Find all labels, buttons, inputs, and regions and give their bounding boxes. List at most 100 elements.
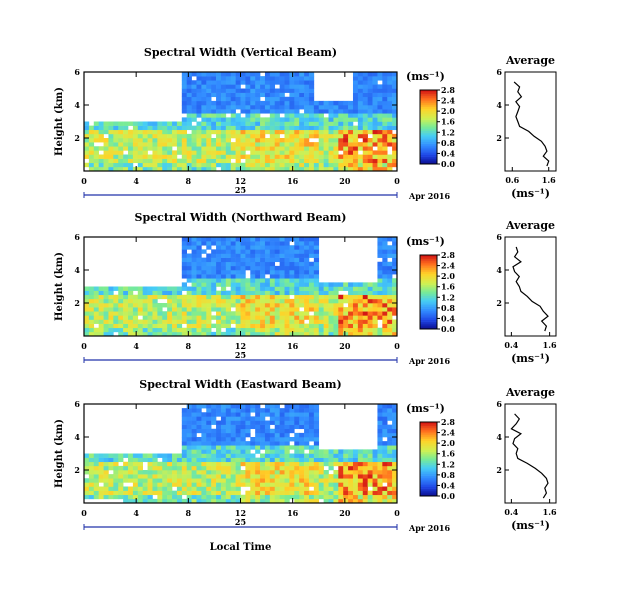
heatmap-cell xyxy=(186,162,192,168)
heatmap-cell xyxy=(128,457,134,463)
heatmap-cell xyxy=(279,294,285,300)
heatmap-cell xyxy=(123,294,129,300)
heatmap-cell xyxy=(230,129,236,135)
heatmap-cell xyxy=(255,245,261,250)
heatmap-cell xyxy=(157,498,163,504)
heatmap-cell xyxy=(250,162,256,168)
heatmap-cell xyxy=(367,150,373,155)
heatmap-cell xyxy=(181,121,187,126)
average-x-tick-label: 0.6 xyxy=(505,175,519,185)
heatmap-cell xyxy=(201,311,207,316)
heatmap-cell xyxy=(387,109,393,114)
heatmap-cell xyxy=(181,432,187,438)
heatmap-cell xyxy=(167,474,173,479)
heatmap-cell xyxy=(362,158,368,164)
heatmap-cell xyxy=(172,461,178,467)
heatmap-cell xyxy=(294,245,300,250)
heatmap-cell xyxy=(128,465,134,471)
heatmap-cell xyxy=(313,237,320,242)
heatmap-cell xyxy=(93,146,99,151)
heatmap-cell xyxy=(284,457,290,463)
heatmap-cell xyxy=(172,482,178,487)
heatmap-cell xyxy=(245,100,251,106)
heatmap-cell xyxy=(313,331,320,337)
heatmap-cell xyxy=(103,470,109,475)
heatmap-cell xyxy=(357,494,364,500)
heatmap-cell xyxy=(255,249,261,254)
heatmap-cell xyxy=(269,319,276,324)
heatmap-cell xyxy=(167,327,173,333)
heatmap-cell xyxy=(245,237,251,242)
heatmap-cell xyxy=(132,478,139,483)
heatmap-cell xyxy=(118,290,124,296)
colorbar-segment xyxy=(420,447,437,451)
heatmap-cell xyxy=(235,424,241,430)
heatmap-cell xyxy=(176,327,183,333)
heatmap-cell xyxy=(294,109,300,114)
heatmap-cell xyxy=(216,327,222,333)
heatmap-cell xyxy=(387,498,393,504)
heatmap-cell xyxy=(387,142,393,147)
heatmap-cell xyxy=(172,311,178,316)
heatmap-cell xyxy=(294,424,300,430)
heatmap-cell xyxy=(382,428,388,434)
heatmap-cell xyxy=(181,441,187,446)
heatmap-cell xyxy=(308,274,315,279)
heatmap-cell xyxy=(328,142,334,147)
heatmap-cell xyxy=(260,441,266,446)
heatmap-cell xyxy=(333,449,339,454)
heatmap-cell xyxy=(382,158,388,164)
heatmap-cell xyxy=(181,241,187,246)
heatmap-cell xyxy=(142,327,148,333)
heatmap-cell xyxy=(367,146,373,151)
heatmap-cell xyxy=(235,253,241,258)
heatmap-cell xyxy=(308,461,315,467)
heatmap-cell xyxy=(186,404,192,409)
heatmap-cell xyxy=(382,461,388,467)
heatmap-cell xyxy=(147,478,153,483)
heatmap-cell xyxy=(181,245,187,250)
heatmap-cell xyxy=(220,445,227,450)
colorbar-segment xyxy=(420,119,437,122)
heatmap-cell xyxy=(128,474,134,479)
heatmap-cell xyxy=(172,158,178,164)
heatmap-cell xyxy=(274,465,280,471)
heatmap-cell xyxy=(338,453,344,458)
heatmap-cell xyxy=(225,245,232,250)
heatmap-cell xyxy=(284,290,290,296)
heatmap-cell xyxy=(201,319,207,324)
heatmap-cell xyxy=(186,92,192,98)
heatmap-cell xyxy=(84,129,90,135)
heatmap-cell xyxy=(328,323,334,329)
heatmap-cell xyxy=(352,323,359,329)
heatmap-cell xyxy=(230,72,236,77)
heatmap-cell xyxy=(201,424,207,430)
heatmap-cell xyxy=(181,100,187,106)
heatmap-cell xyxy=(377,416,383,421)
heatmap-cell xyxy=(328,490,334,496)
colorbar-segment xyxy=(420,436,437,439)
heatmap-cell xyxy=(362,461,368,467)
heatmap-cell xyxy=(235,408,241,413)
heatmap-cell xyxy=(255,100,261,106)
heatmap-cell xyxy=(181,445,187,450)
heatmap-cell xyxy=(299,408,305,413)
heatmap-cell xyxy=(392,319,398,324)
heatmap-cell xyxy=(206,72,212,77)
heatmap-cell xyxy=(211,307,217,312)
heatmap-cell xyxy=(250,494,256,500)
heatmap-cell xyxy=(338,311,344,316)
heatmap-cell xyxy=(137,298,143,304)
heatmap-cell xyxy=(220,441,227,446)
heatmap-cell xyxy=(294,490,300,496)
heatmap-cell xyxy=(294,478,300,483)
heatmap-cell xyxy=(216,84,222,89)
heatmap-cell xyxy=(264,154,271,159)
heatmap-cell xyxy=(289,416,295,421)
heatmap-cell xyxy=(162,461,168,467)
heatmap-cell xyxy=(372,303,378,308)
heatmap-cell xyxy=(279,138,285,143)
heatmap-cell xyxy=(352,162,359,168)
heatmap-cell xyxy=(186,445,192,450)
heatmap-cell xyxy=(372,133,378,139)
